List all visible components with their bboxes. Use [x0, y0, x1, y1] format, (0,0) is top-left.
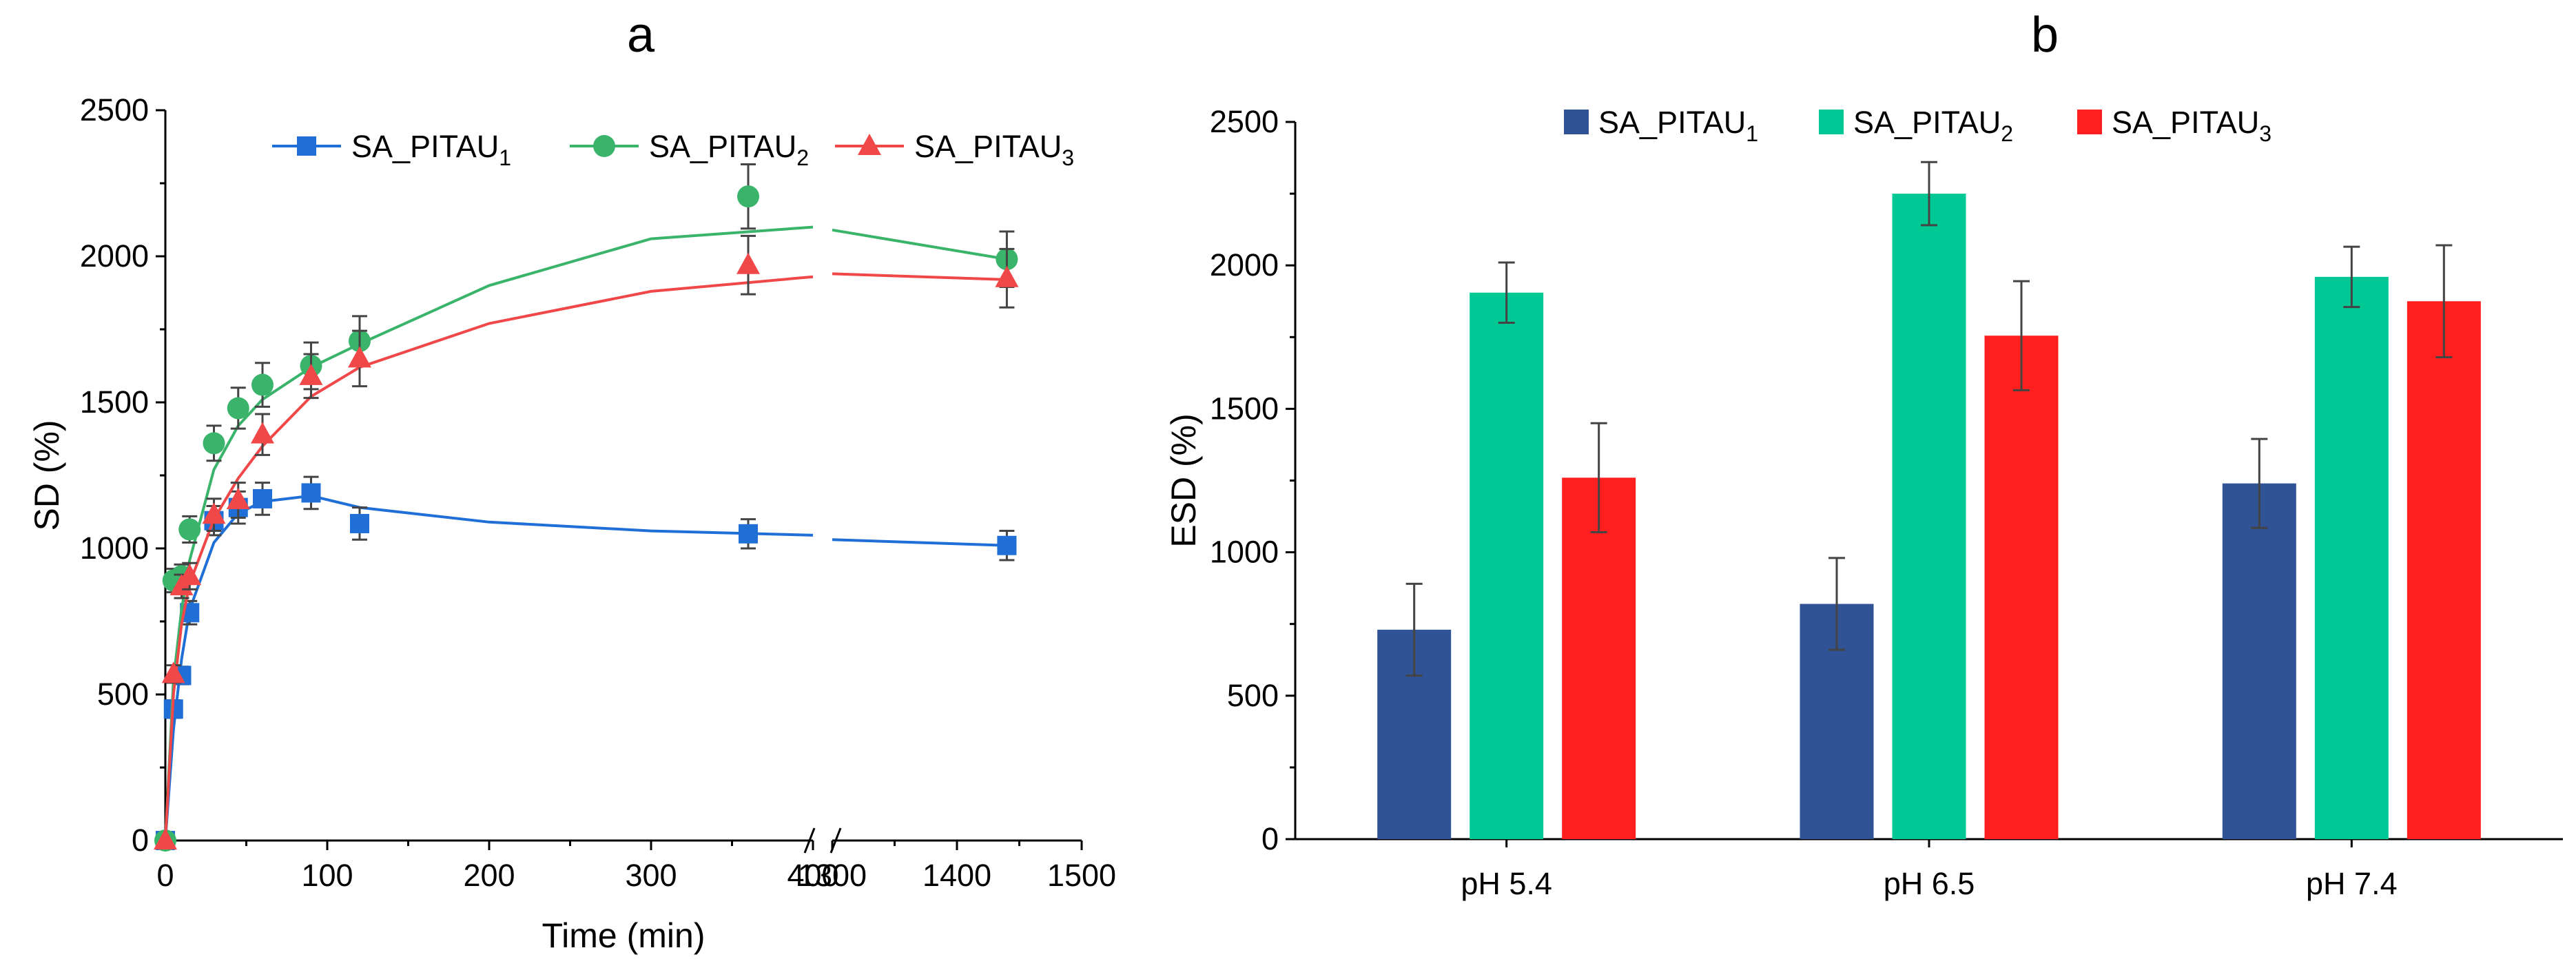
fit-curve [832, 272, 1007, 281]
bar [2314, 276, 2389, 840]
y-tick-label: 500 [97, 677, 149, 712]
x-tick-label: 100 [301, 858, 353, 893]
axis-break-mark [803, 827, 816, 854]
data-point [739, 524, 758, 544]
data-point [997, 535, 1017, 555]
data-point [154, 828, 177, 849]
data-point [226, 488, 250, 510]
legend-label-name: SA_PITAU [2112, 105, 2259, 140]
legend-label: SA_PITAU3 [2112, 105, 2271, 146]
x-tick-label: 1500 [1047, 858, 1116, 893]
legend-label: SA_PITAU2 [649, 129, 809, 170]
y-axis-label: SD (%) [28, 420, 66, 530]
chart-title: b [2031, 8, 2059, 63]
series-3 [154, 234, 1019, 849]
x-tick-label: pH 7.4 [2306, 866, 2398, 901]
bar [1470, 292, 1544, 839]
y-axis-label: ESD (%) [1164, 413, 1203, 547]
legend-label: SA_PITAU2 [1853, 105, 2013, 146]
legend-marker [858, 134, 881, 155]
legend-label-subscript: 3 [1062, 145, 1074, 170]
data-point [736, 252, 760, 274]
y-tick-label: 2000 [80, 238, 149, 274]
bar [1984, 336, 2059, 839]
data-point [350, 513, 369, 533]
y-tick-label: 0 [132, 823, 149, 858]
bar [1562, 477, 1636, 839]
legend-label-name: SA_PITAU [1853, 105, 2001, 140]
chart-panel-b: 0 500 1000 1500 2000 2500 b ESD (%) pH 5.4 pH 6.5… [1164, 8, 2563, 901]
data-point [299, 363, 323, 385]
bar [2407, 301, 2481, 839]
series-2 [154, 163, 1018, 852]
legend-marker [593, 135, 615, 157]
x-tick-label: 1400 [923, 858, 991, 893]
fit-curve [164, 275, 814, 841]
data-point [301, 483, 321, 503]
data-point [251, 422, 274, 444]
legend-label-subscript: 1 [1746, 121, 1758, 146]
bar [1892, 194, 1966, 840]
legend-label-subscript: 2 [2001, 121, 2013, 146]
y-tick-label: 1000 [1210, 535, 1279, 570]
data-point [995, 265, 1019, 287]
legend: SA_PITAU1 SA_PITAU2 SA_PITAU3 [272, 129, 1074, 170]
data-point [178, 564, 202, 586]
data-point [251, 373, 274, 396]
x-tick-label: 200 [463, 858, 515, 893]
y-tick-label: 2000 [1210, 247, 1279, 282]
y-tick-label: 1500 [80, 384, 149, 420]
y-tick-label: 500 [1227, 678, 1279, 713]
data-point [253, 488, 272, 508]
fit-curve [832, 538, 1007, 547]
fit-curve [164, 225, 814, 841]
legend-marker [297, 136, 316, 156]
data-point [348, 346, 371, 368]
legend-label-subscript: 1 [499, 145, 511, 170]
legend-swatch [1819, 110, 1844, 134]
legend-label: SA_PITAU1 [1598, 105, 1758, 146]
legend-swatch [1564, 110, 1589, 134]
y-tick-label: 0 [1261, 821, 1279, 856]
data-point [178, 518, 201, 541]
x-tick-label: pH 5.4 [1461, 866, 1552, 901]
chart-title: a [627, 8, 655, 63]
legend-label-name: SA_PITAU [351, 129, 499, 164]
data-point [202, 502, 226, 524]
x-tick-label: 300 [625, 858, 677, 893]
y-tick-label: 2500 [1210, 104, 1279, 139]
legend-label-subscript: 2 [796, 145, 809, 170]
data-point [203, 432, 225, 455]
x-tick-label: 0 [156, 858, 174, 893]
data-point [227, 397, 249, 420]
x-tick-label: 1300 [798, 858, 867, 893]
legend-label: SA_PITAU1 [351, 129, 511, 170]
series-1 [156, 475, 1017, 850]
fit-curve [832, 228, 1007, 261]
legend-label: SA_PITAU3 [914, 129, 1074, 170]
data-point [737, 185, 759, 208]
data-point [161, 661, 185, 683]
legend: SA_PITAU1 SA_PITAU2 SA_PITAU3 [1564, 105, 2271, 146]
fit-curve [164, 494, 814, 841]
legend-swatch [2077, 110, 2102, 134]
x-axis-label: Time (min) [542, 916, 705, 955]
y-tick-label: 1000 [80, 530, 149, 566]
x-tick-label: 400 [787, 858, 838, 893]
legend-label-name: SA_PITAU [914, 129, 1062, 164]
legend-label-subscript: 3 [2259, 121, 2271, 146]
bar [2222, 483, 2296, 839]
y-tick-label: 1500 [1210, 391, 1279, 426]
legend-label-name: SA_PITAU [1598, 105, 1746, 140]
legend-label-name: SA_PITAU [649, 129, 796, 164]
y-tick-label: 2500 [80, 92, 149, 127]
x-tick-label: pH 6.5 [1884, 866, 1975, 901]
